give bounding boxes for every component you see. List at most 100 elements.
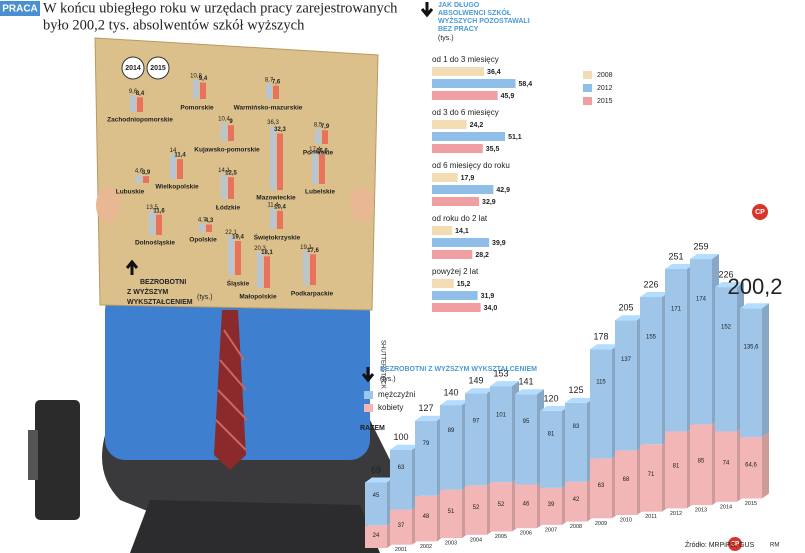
bar — [177, 159, 183, 179]
category-label: od roku do 2 lat — [432, 214, 488, 223]
value-label: 9,4 — [199, 76, 208, 82]
bar — [432, 238, 490, 247]
logo-circle — [752, 204, 768, 220]
legend-label: 2015 — [597, 98, 613, 105]
bar — [137, 97, 143, 112]
bar-segment — [590, 349, 612, 459]
bar — [257, 252, 263, 288]
bar-segment — [640, 297, 662, 445]
bar — [200, 82, 206, 99]
bar-top — [615, 315, 644, 321]
total-label: 141 — [518, 377, 533, 387]
bar-segment — [665, 269, 687, 432]
total-label: 178 — [593, 332, 608, 342]
x-tick-label: 2009 — [595, 521, 607, 527]
bar-side — [762, 432, 769, 499]
value-label: 17,6 — [307, 248, 319, 254]
bar-top — [715, 282, 744, 288]
cardboard — [94, 37, 379, 311]
total-label: 153 — [493, 369, 508, 379]
x-tick-label: 2010 — [620, 517, 632, 523]
value-label: 45,9 — [501, 93, 515, 100]
bar — [199, 223, 205, 232]
legend-swatch — [364, 391, 373, 399]
bar — [266, 83, 272, 99]
legend-swatch — [364, 404, 373, 412]
x-tick-label: 2008 — [570, 524, 582, 530]
value-label: 51,1 — [508, 134, 522, 141]
bar-top — [640, 292, 669, 297]
total-label: 251 — [668, 251, 683, 261]
value-label: 64,6 — [745, 462, 757, 468]
bar-segment — [640, 444, 662, 512]
value-label: 31,9 — [481, 293, 495, 300]
bar-segment — [390, 509, 412, 545]
value-label: 9,6 — [129, 89, 138, 95]
bar — [221, 174, 227, 199]
bar — [277, 133, 283, 190]
source: Źródło: MRPiPS, GUS — [685, 540, 755, 549]
bar — [312, 153, 318, 184]
bar-segment — [690, 424, 712, 506]
x-tick-label: 2011 — [645, 514, 657, 520]
bar — [228, 125, 234, 141]
arrow-down — [361, 367, 375, 383]
bar — [228, 236, 234, 275]
value-label: 20,3 — [254, 246, 266, 252]
region-label: Pomorskie — [180, 105, 214, 112]
value-label: 42 — [573, 497, 580, 503]
bar-top — [665, 264, 694, 269]
value-label: 83 — [573, 424, 580, 430]
bar — [170, 154, 176, 179]
value-label: 11,4 — [267, 203, 279, 209]
total-label: 205 — [618, 303, 633, 313]
bar-segment — [565, 402, 587, 482]
legend-label: 2015 — [150, 65, 166, 72]
value-label: 34,0 — [484, 305, 498, 312]
legend-swatch — [583, 97, 592, 105]
chart-title: ABSOLWENCI SZKÓŁ — [438, 8, 512, 17]
region-label: Łódzkie — [216, 205, 241, 212]
value-label: 36,3 — [267, 120, 279, 126]
value-label: 11,4 — [174, 153, 186, 159]
bar — [221, 122, 227, 141]
region-label: Podkarpackie — [291, 291, 334, 298]
chart-title: BEZROBOTNI Z WYŻSZYM WYKSZTAŁCENIEM — [380, 365, 537, 373]
value-label: 8,7 — [265, 77, 274, 83]
bar — [270, 126, 276, 190]
x-tick-label: 2006 — [520, 531, 532, 537]
value-label: 39,9 — [492, 240, 506, 247]
chart-title: JAK DŁUGO — [438, 2, 480, 9]
category-label: od 1 do 3 miesięcy — [432, 55, 499, 64]
bar-segment — [665, 431, 687, 509]
bar-top — [465, 388, 494, 394]
total-label: 226 — [718, 269, 733, 279]
bar-segment — [365, 525, 387, 548]
bar-segment — [740, 308, 762, 438]
bar-segment — [515, 484, 537, 529]
value-label: 42,9 — [496, 187, 510, 194]
bar-segment — [465, 393, 487, 486]
bar-top — [565, 397, 594, 403]
bar — [432, 91, 498, 100]
value-label: 13,5 — [146, 205, 158, 211]
map-title: WYKSZTAŁCENIEM — [127, 299, 193, 306]
bar — [235, 241, 241, 275]
value-label: 3,9 — [142, 170, 151, 176]
value-label: 4,3 — [205, 218, 214, 224]
value-label: 137 — [621, 357, 632, 363]
value-label: 15,2 — [457, 281, 471, 288]
bar — [136, 174, 142, 183]
value-label: 32,9 — [482, 199, 496, 206]
value-label: 58,4 — [519, 81, 533, 88]
x-tick-label: 2005 — [495, 534, 507, 540]
value-label: 97 — [473, 418, 480, 424]
value-label: 46 — [523, 502, 530, 508]
bar — [310, 254, 316, 285]
bar — [432, 144, 483, 153]
value-label: 14 — [170, 148, 177, 154]
value-label: 171 — [671, 307, 682, 313]
bar — [130, 95, 136, 112]
briefcase — [35, 400, 80, 520]
